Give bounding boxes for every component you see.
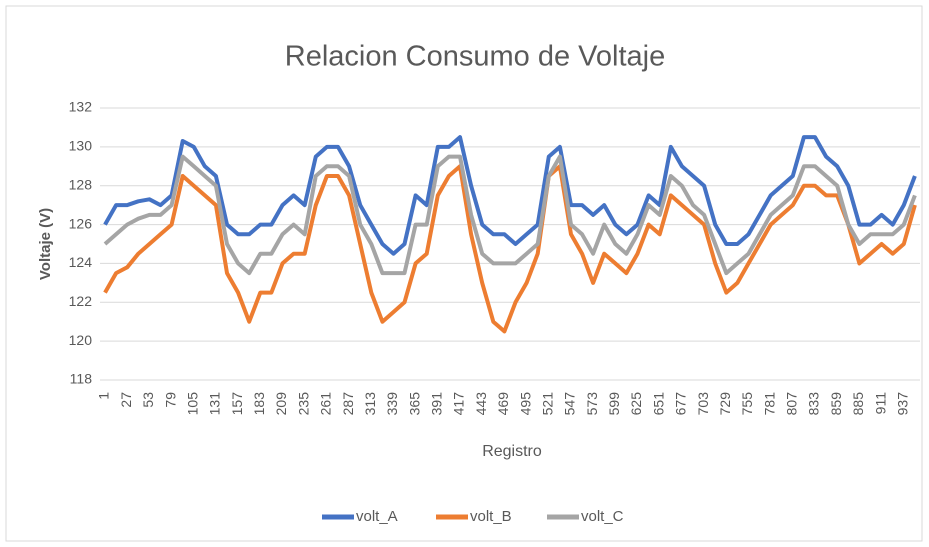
x-tick-label: 27	[118, 392, 134, 408]
x-tick-label: 365	[406, 392, 422, 416]
x-tick-label: 651	[650, 392, 666, 416]
legend-label: volt_C	[581, 508, 624, 525]
x-tick-label: 313	[362, 392, 378, 416]
x-tick-label: 859	[828, 392, 844, 416]
x-tick-label: 521	[539, 392, 555, 416]
series-line	[103, 135, 917, 256]
x-tick-label: 677	[673, 392, 689, 416]
x-tick-label: 391	[429, 392, 445, 416]
legend-label: volt_A	[356, 508, 398, 525]
y-tick-label: 128	[69, 176, 93, 192]
y-tick-label: 126	[69, 215, 93, 231]
x-tick-label: 885	[850, 392, 866, 416]
x-tick-label: 183	[251, 392, 267, 416]
y-axis-label: Voltaje (V)	[37, 208, 54, 280]
x-tick-label: 625	[628, 392, 644, 416]
x-tick-label: 755	[739, 392, 755, 416]
y-tick-label: 118	[70, 371, 93, 387]
chart-frame	[5, 5, 923, 542]
series-line	[103, 164, 917, 334]
x-tick-label: 807	[784, 392, 800, 416]
legend-label: volt_B	[470, 508, 512, 525]
x-tick-label: 131	[207, 392, 223, 416]
x-tick-label: 287	[340, 392, 356, 416]
x-tick-label: 599	[606, 392, 622, 416]
x-tick-label: 157	[229, 392, 245, 416]
x-tick-label: 547	[562, 392, 578, 416]
x-tick-label: 261	[318, 392, 334, 416]
x-tick-label: 53	[140, 392, 156, 408]
x-tick-label: 911	[872, 392, 888, 415]
y-tick-label: 130	[69, 138, 93, 154]
x-tick-label: 729	[717, 392, 733, 416]
chart-title: Relacion Consumo de Voltaje	[285, 41, 665, 73]
y-tick-label: 122	[69, 293, 93, 309]
x-tick-label: 105	[184, 392, 200, 416]
y-tick-label: 120	[69, 332, 93, 348]
x-tick-label: 443	[473, 392, 489, 416]
x-tick-label: 937	[894, 392, 910, 416]
x-tick-label: 1	[96, 392, 112, 400]
x-tick-label: 781	[761, 392, 777, 416]
x-tick-label: 339	[384, 392, 400, 416]
x-tick-label: 209	[273, 392, 289, 416]
x-tick-label: 573	[584, 392, 600, 416]
x-tick-label: 833	[806, 392, 822, 416]
x-tick-label: 495	[517, 392, 533, 416]
x-tick-label: 469	[495, 392, 511, 416]
x-tick-label: 79	[162, 392, 178, 408]
x-tick-label: 417	[451, 392, 467, 416]
x-axis-label: Registro	[482, 443, 542, 460]
series-line	[103, 154, 917, 276]
y-tick-label: 124	[69, 254, 93, 270]
y-tick-label: 132	[69, 99, 93, 115]
x-tick-label: 703	[695, 392, 711, 416]
x-tick-label: 235	[295, 392, 311, 416]
